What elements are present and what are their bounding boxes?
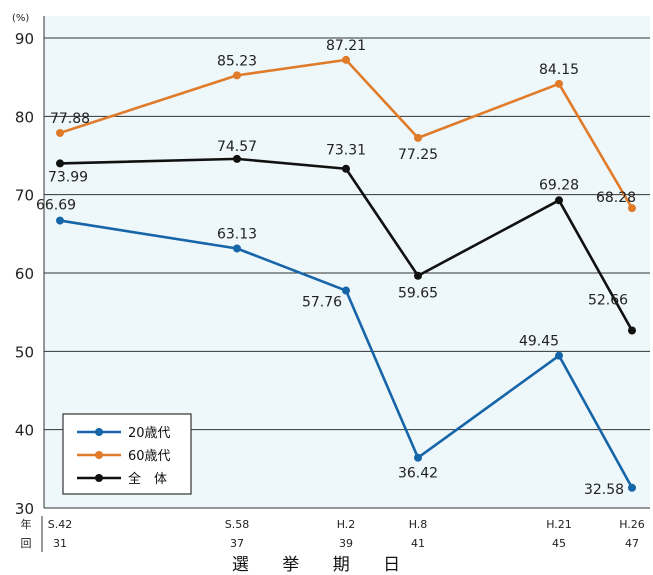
data-label: 69.28 [539, 177, 579, 193]
data-label: 36.42 [398, 466, 438, 482]
data-label: 73.99 [48, 169, 88, 185]
x-category-year: S.58 [225, 518, 249, 531]
data-label: 68.28 [596, 190, 636, 206]
series-line-1 [59, 58, 634, 209]
data-point [414, 271, 422, 280]
data-point [414, 453, 422, 462]
y-tick-label: 90 [15, 30, 34, 48]
data-label: 77.25 [398, 147, 438, 163]
x-category-year: H.2 [337, 518, 356, 531]
data-point [555, 79, 563, 88]
data-label: 63.13 [217, 226, 257, 242]
legend-label: 全 体 [128, 471, 167, 487]
x-category-session: 39 [339, 537, 353, 550]
x-row-label-session: 回 [21, 537, 32, 550]
data-labels: 66.69 63.13 57.76 36.42 49.45 32.58 77.88 85.23… [36, 38, 636, 498]
x-category-year: H.8 [409, 518, 428, 531]
x-row-label-year: 年 [21, 517, 32, 531]
series-lines [59, 58, 634, 489]
data-point [233, 71, 241, 80]
y-axis-ticks: 30 40 50 60 70 80 90 [15, 30, 34, 518]
x-category-session: 47 [625, 537, 639, 550]
series-line-2 [59, 157, 634, 332]
data-point [342, 55, 350, 64]
data-label: 59.65 [398, 286, 438, 302]
legend-swatch-point [95, 428, 103, 436]
data-label: 52.66 [588, 292, 628, 308]
y-tick-label: 50 [15, 343, 34, 361]
data-label: 73.31 [326, 143, 366, 159]
y-axis-unit: (%) [12, 13, 29, 24]
data-label: 87.21 [326, 38, 366, 54]
data-point [628, 326, 636, 335]
y-tick-label: 60 [15, 265, 34, 283]
x-category-session: 31 [53, 537, 67, 550]
legend-swatch-point [95, 474, 103, 482]
data-label: 57.76 [302, 295, 342, 311]
y-tick-label: 30 [15, 500, 34, 518]
legend-swatch-point [95, 451, 103, 459]
data-point [342, 164, 350, 173]
data-label: 32.58 [584, 482, 624, 498]
data-point [555, 351, 563, 360]
y-tick-label: 70 [15, 187, 34, 205]
legend-label: 60歳代 [128, 449, 171, 464]
data-point [342, 286, 350, 295]
y-tick-label: 40 [15, 422, 34, 440]
x-axis-title: 選 挙 期 日 [232, 555, 414, 575]
series-points [56, 55, 636, 492]
series-line-0 [59, 219, 634, 489]
data-point [555, 196, 563, 205]
data-label: 77.88 [50, 111, 90, 127]
data-label: 49.45 [519, 334, 559, 350]
x-category-year: S.42 [48, 518, 72, 531]
x-category-session: 45 [552, 537, 566, 550]
x-category-session: 41 [411, 537, 425, 550]
x-category-session: 37 [230, 537, 244, 550]
x-category-year: H.26 [619, 518, 645, 531]
data-point [233, 154, 241, 163]
data-point [628, 204, 636, 213]
x-category-year: H.21 [546, 518, 572, 531]
data-label: 85.23 [217, 53, 257, 69]
data-point [628, 483, 636, 492]
legend-label: 20歳代 [128, 426, 171, 441]
data-point [414, 133, 422, 142]
data-label: 66.69 [36, 198, 76, 214]
data-label: 84.15 [539, 62, 579, 78]
y-tick-label: 80 [15, 108, 34, 126]
data-point [56, 216, 64, 225]
x-axis-categories: 年回 S.42 31 S.58 37 H.2 39 H.8 41 H.21 45 H.26 47 [21, 516, 645, 552]
data-point [56, 128, 64, 137]
data-label: 74.57 [217, 139, 257, 155]
data-point [233, 244, 241, 253]
data-point [56, 159, 64, 168]
